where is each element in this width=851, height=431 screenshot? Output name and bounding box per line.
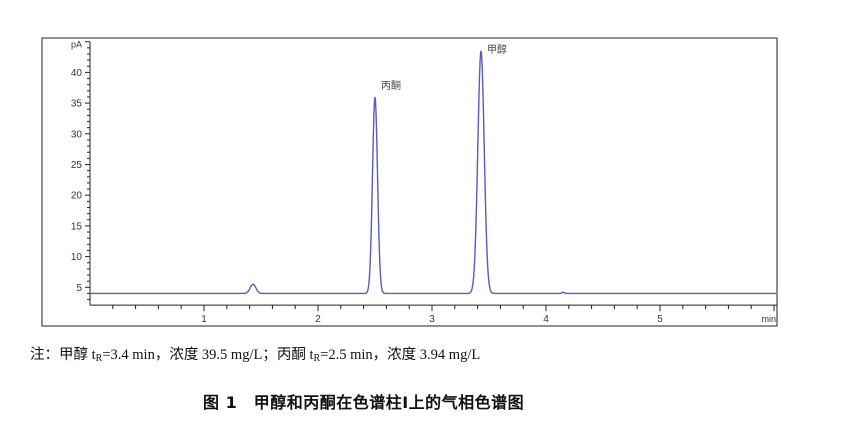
x-tick-label: 1 <box>201 314 207 325</box>
note-subscript: R <box>95 353 103 364</box>
y-tick-label: 5 <box>76 283 82 294</box>
y-tick-label: 30 <box>71 129 83 140</box>
note-text: =2.5 min，浓度 3.94 mg/L <box>320 347 481 363</box>
y-tick-label: 10 <box>71 252 83 263</box>
note-subscript: R <box>313 353 321 364</box>
figure-caption: 图 1 甲醇和丙酮在色谱柱Ⅰ上的气相色谱图 <box>203 393 525 412</box>
x-tick-label: 3 <box>429 314 435 325</box>
chromatogram-trace <box>90 50 777 295</box>
x-axis-label: min <box>761 314 776 324</box>
y-tick-label: 40 <box>71 68 83 79</box>
y-axis-label: pA <box>71 40 82 50</box>
y-tick-label: 15 <box>71 221 83 232</box>
plot-frame <box>41 37 778 327</box>
x-tick-label: 5 <box>657 314 663 325</box>
peak-label: 甲醇 <box>487 43 507 56</box>
note-text: 注：甲醇 t <box>30 347 96 363</box>
y-tick-label: 25 <box>71 160 83 171</box>
note-text: =3.4 min，浓度 39.5 mg/L；丙酮 t <box>102 347 314 363</box>
y-tick-label: 35 <box>71 99 83 110</box>
y-tick-label: 20 <box>71 191 83 202</box>
chromatogram-chart: 5 10 15 20 25 30 35 40 pA 1 2 3 4 5 min 丙酮 甲醇 <box>41 37 778 327</box>
chart-note: 注：甲醇 tR=3.4 min，浓度 39.5 mg/L；丙酮 tR=2.5 m… <box>30 343 480 364</box>
peak-label: 丙酮 <box>381 80 401 92</box>
x-tick-label: 2 <box>315 314 321 325</box>
x-tick-label: 4 <box>543 314 549 325</box>
